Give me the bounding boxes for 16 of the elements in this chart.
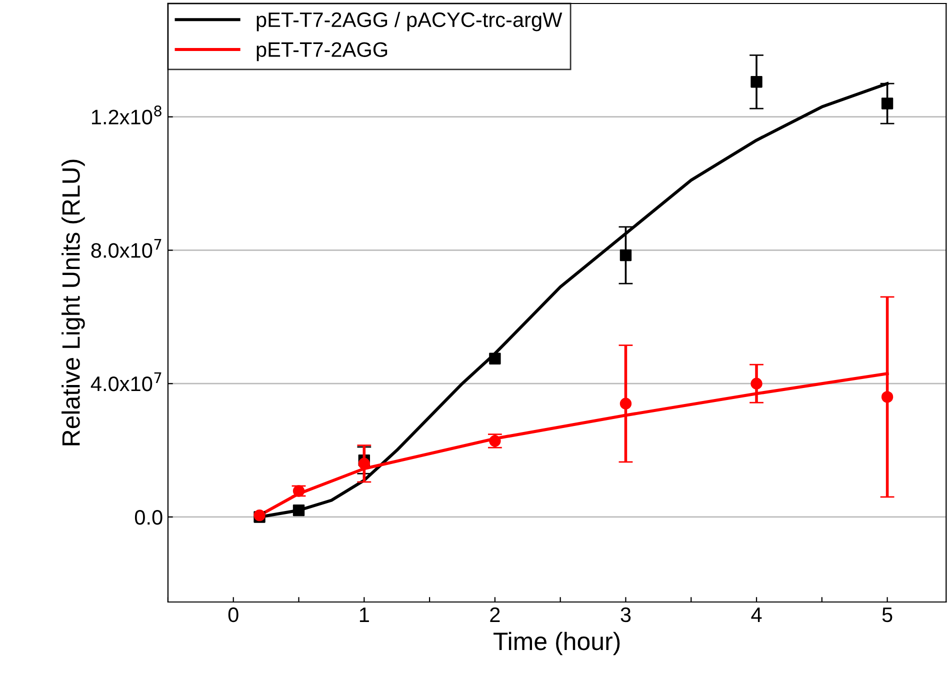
y-tick-label: 8.0x10$^{7}$ — [91, 239, 162, 258]
y-tick-label: 1.2x10$^{8}$ — [92, 105, 162, 124]
x-tick-label: 5 — [882, 608, 892, 622]
x-tick-label: 3 — [620, 607, 631, 622]
x-tick-label: 4 — [751, 608, 762, 622]
x-axis-title: Time (hour) — [494, 632, 620, 656]
y-axis-title: Relative Light Units (RLU) — [62, 160, 85, 446]
y-tick-label: 4.0x10$^{7}$ — [90, 372, 162, 392]
point — [489, 352, 501, 364]
legend-label: pET-T7-2AGG / pACYC-trc-argW — [256, 12, 562, 32]
point — [292, 504, 305, 516]
x-tick-label: 2 — [490, 607, 500, 622]
x-tick-label: 0 — [228, 607, 238, 622]
y-tick-label: 0.0 — [134, 510, 162, 525]
legend-label: pET-T7-2AGG — [256, 42, 388, 62]
x-tick-label: 1 — [360, 608, 369, 622]
